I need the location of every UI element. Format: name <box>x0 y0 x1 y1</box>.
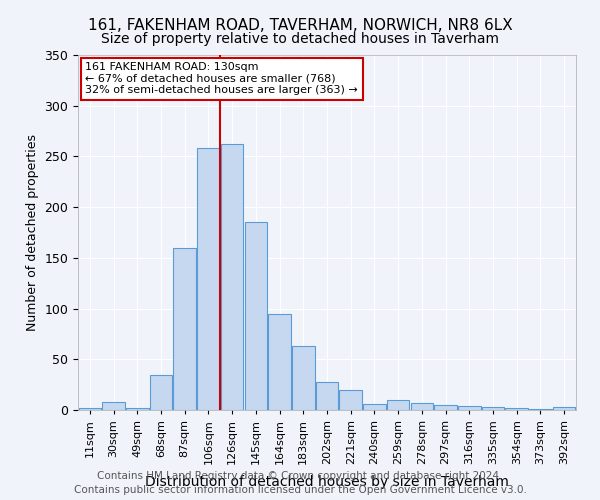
Bar <box>387 400 409 410</box>
Bar <box>316 382 338 410</box>
Bar <box>482 407 504 410</box>
Bar <box>245 222 267 410</box>
Bar <box>529 409 551 410</box>
Bar <box>553 407 575 410</box>
Bar <box>340 390 362 410</box>
X-axis label: Distribution of detached houses by size in Taverham: Distribution of detached houses by size … <box>145 476 509 490</box>
Bar <box>458 406 481 410</box>
Text: Size of property relative to detached houses in Taverham: Size of property relative to detached ho… <box>101 32 499 46</box>
Bar <box>103 402 125 410</box>
Text: 161 FAKENHAM ROAD: 130sqm
← 67% of detached houses are smaller (768)
32% of semi: 161 FAKENHAM ROAD: 130sqm ← 67% of detac… <box>85 62 358 96</box>
Bar <box>197 148 220 410</box>
Text: 161, FAKENHAM ROAD, TAVERHAM, NORWICH, NR8 6LX: 161, FAKENHAM ROAD, TAVERHAM, NORWICH, N… <box>88 18 512 32</box>
Y-axis label: Number of detached properties: Number of detached properties <box>26 134 39 331</box>
Text: Contains HM Land Registry data © Crown copyright and database right 2024.
Contai: Contains HM Land Registry data © Crown c… <box>74 471 526 495</box>
Bar <box>434 405 457 410</box>
Bar <box>150 374 172 410</box>
Bar <box>173 248 196 410</box>
Bar <box>268 314 291 410</box>
Bar <box>126 408 149 410</box>
Bar <box>221 144 244 410</box>
Bar <box>79 408 101 410</box>
Bar <box>292 346 314 410</box>
Bar <box>505 408 528 410</box>
Bar <box>410 403 433 410</box>
Bar <box>363 404 386 410</box>
